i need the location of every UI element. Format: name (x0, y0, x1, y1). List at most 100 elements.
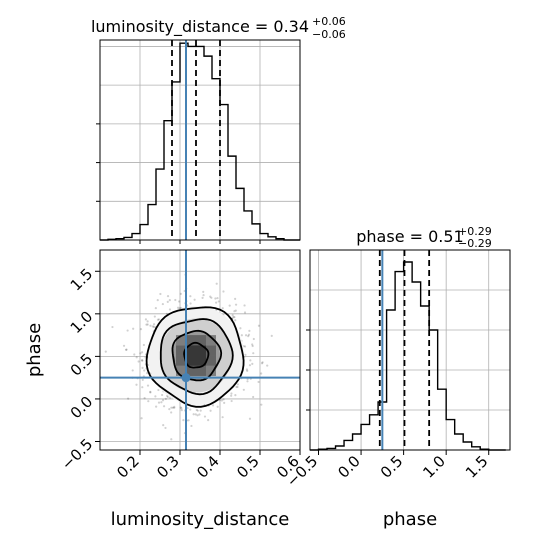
scatter-point (202, 294, 205, 297)
scatter-point (141, 359, 144, 362)
scatter-point (210, 296, 213, 299)
scatter-point (182, 419, 185, 422)
scatter-point (154, 307, 157, 310)
y-axis-label-phase: phase (24, 323, 45, 377)
density-blocks (176, 335, 216, 376)
scatter-point (207, 419, 210, 422)
scatter-point (161, 302, 164, 306)
scatter-point (180, 407, 183, 410)
density-block (176, 365, 186, 376)
scatter-point (139, 352, 142, 355)
scatter-point (155, 405, 158, 408)
scatter-point (146, 372, 149, 375)
scatter-point (199, 409, 202, 412)
scatter-point (146, 323, 149, 326)
density-block (206, 335, 216, 346)
density-block (206, 365, 216, 376)
luminosity-distance-histogram-step (100, 42, 300, 241)
scatter-point (189, 408, 192, 411)
phase-title-minus: −0.29 (458, 237, 492, 250)
x-tick-label-luminosity-distance: 0.5 (233, 452, 263, 482)
scatter-point (186, 406, 189, 410)
scatter-point (221, 307, 224, 310)
luminosity-distance-title: luminosity_distance = 0.34 (91, 17, 309, 37)
scatter-point (189, 302, 192, 305)
scatter-point (257, 380, 260, 384)
scatter-point (171, 406, 175, 409)
scatter-point (132, 327, 135, 330)
y-tick-label-phase: −0.5 (58, 435, 96, 473)
scatter-point (215, 282, 218, 285)
scatter-point (157, 318, 161, 321)
scatter-point (236, 385, 239, 389)
scatter-point (187, 419, 190, 422)
scatter-point (166, 300, 169, 303)
scatter-point (257, 324, 261, 327)
scatter-point (166, 395, 169, 399)
density-block (196, 345, 206, 356)
scatter-point (125, 348, 128, 351)
luminosity-distance-title-minus: −0.06 (312, 28, 346, 41)
scatter-point (168, 408, 171, 411)
scatter-point (104, 350, 107, 353)
panel-frame (309, 249, 511, 451)
scatter-point (248, 417, 252, 420)
scatter-point (240, 334, 243, 337)
density-block (176, 355, 186, 366)
x-tick-label-luminosity-distance: 0.2 (113, 452, 143, 482)
scatter-point (220, 399, 223, 402)
scatter-point (252, 337, 255, 341)
scatter-point (157, 401, 161, 404)
y-tick-label-phase: 0.5 (67, 350, 97, 380)
scatter-point (143, 397, 146, 400)
density-block (196, 335, 206, 346)
scatter-point (178, 300, 181, 303)
scatter-point (248, 364, 252, 367)
scatter-point (157, 388, 160, 392)
phase-title-plus: +0.29 (458, 225, 492, 238)
contour-line (183, 341, 210, 369)
scatter-point (122, 344, 126, 347)
scatter-point (151, 325, 154, 328)
scatter-point (192, 413, 195, 416)
scatter-point (247, 333, 251, 336)
joint-density-panel: 0.2 0.3 0.4 0.5 0.6−0.50.00.51.01.5 (58, 249, 303, 482)
scatter-point (233, 310, 236, 313)
scatter-point (141, 378, 144, 382)
scatter-point (246, 369, 249, 373)
x-axis-label-phase: phase (383, 509, 437, 530)
scatter-point (168, 299, 171, 302)
scatter-point (149, 391, 152, 394)
scatter-point (243, 311, 247, 314)
scatter-point (201, 296, 204, 300)
scatter-point (174, 298, 177, 302)
scatter-point (195, 408, 198, 412)
scatter-point (176, 306, 180, 309)
scatter-point (209, 409, 212, 412)
scatter-point (142, 343, 145, 347)
scatter-point (168, 308, 172, 311)
scatter-point (162, 424, 165, 427)
scatter-point (146, 320, 149, 323)
y-tick-label-phase: 1.0 (67, 307, 97, 337)
x-tick-label-phase: 0.5 (377, 452, 407, 482)
density-block (196, 365, 206, 376)
scatter-point (149, 390, 152, 393)
scatter-point (135, 356, 138, 359)
scatter-point (231, 314, 234, 317)
joint-content (100, 250, 300, 450)
scatter-point (252, 395, 255, 399)
scatter-point (251, 362, 254, 365)
density-block (176, 345, 186, 356)
scatter-point (247, 335, 250, 338)
scatter-point (179, 292, 182, 295)
scatter-point (223, 401, 226, 405)
scatter-point (242, 388, 245, 391)
scatter-point (179, 306, 182, 310)
scatter-point (214, 297, 217, 300)
scatter-point (217, 300, 220, 303)
scatter-point (232, 315, 235, 319)
scatter-point (209, 295, 212, 298)
scatter-point (249, 359, 252, 362)
